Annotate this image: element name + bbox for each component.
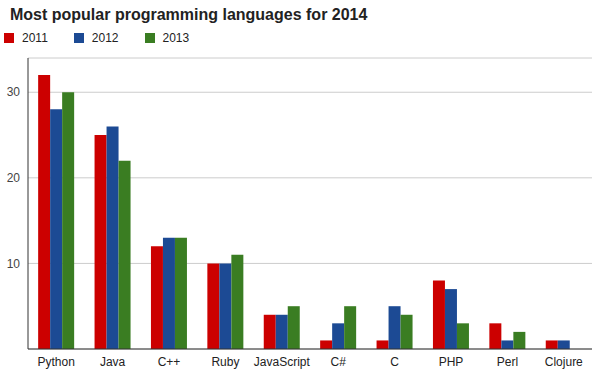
html-text:2012: 2012: [91, 31, 119, 45]
html-text:2011: 2011: [22, 31, 48, 45]
svg-text:Python: Python: [38, 355, 75, 369]
svg-text:20: 20: [8, 171, 20, 185]
svg-text:C#: C#: [331, 355, 347, 369]
svg-text:JavaScript: JavaScript: [254, 355, 311, 369]
svg-text:10: 10: [8, 257, 20, 271]
svg-text:30: 30: [8, 85, 20, 99]
svg-text:Java: Java: [100, 355, 126, 369]
html-text:Most popular programming langu: Most popular programming languages for 2…: [10, 6, 368, 23]
svg-text:Clojure: Clojure: [545, 355, 583, 369]
svg-text:C: C: [390, 355, 399, 369]
html-text:2013: 2013: [162, 31, 190, 45]
svg-text:Perl: Perl: [497, 355, 518, 369]
svg-text:C++: C++: [158, 355, 181, 369]
svg-text:PHP: PHP: [439, 355, 464, 369]
svg-text:Ruby: Ruby: [211, 355, 239, 369]
